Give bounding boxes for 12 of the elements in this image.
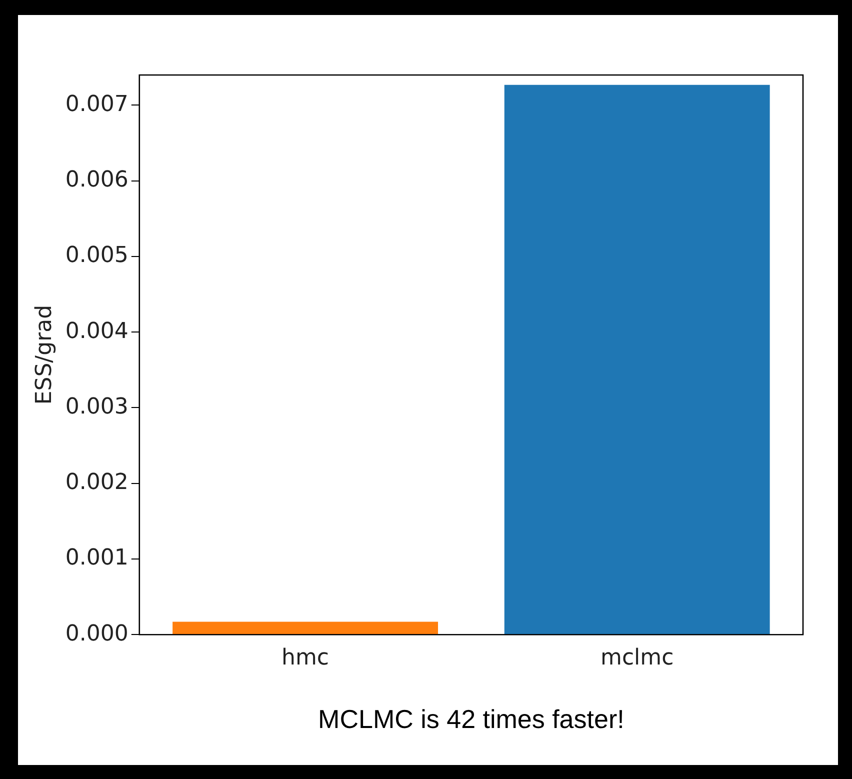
x-tick-label: hmc [282,646,330,671]
y-tick-label: 0.002 [65,470,128,496]
y-tick-label: 0.001 [65,546,128,571]
text: MCLMC is 42 times faster! [318,704,624,734]
y-axis-title: ESS/grad [32,304,57,405]
y-tick-label: 0.007 [65,92,128,117]
y-tick-label: 0.000 [65,621,128,646]
y-tick-label: 0.003 [65,394,128,420]
x-tick-label: mclmc [600,646,674,671]
y-tick-label: 0.005 [65,243,128,268]
y-tick-label: 0.004 [65,318,128,344]
y-tick-label: 0.006 [65,168,128,193]
